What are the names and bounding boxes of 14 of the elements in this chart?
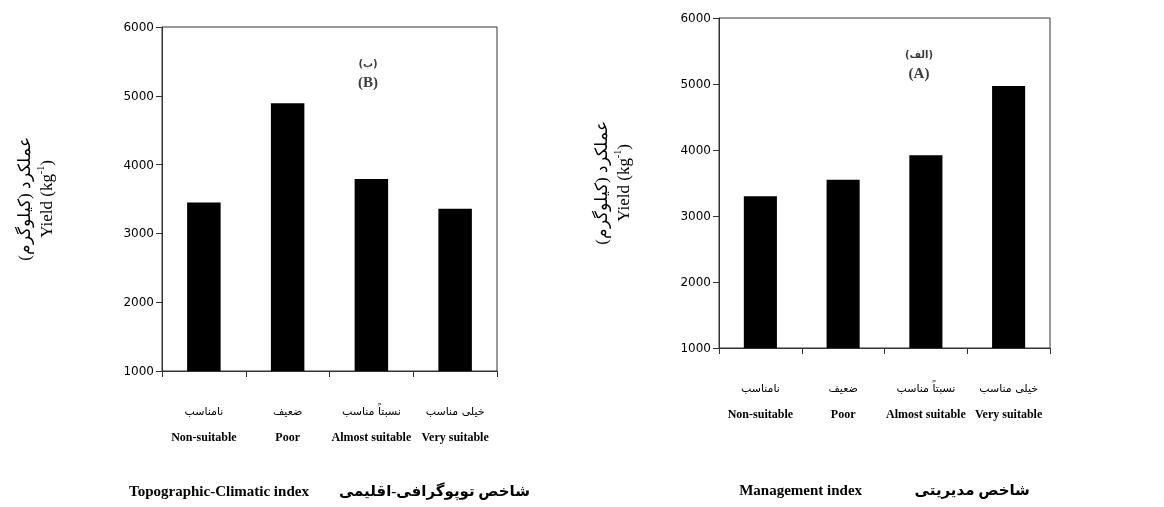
y-tick-label: 1000 [680,341,711,355]
y-tick-label: 2000 [680,275,711,289]
y-tick-label: 4000 [123,157,154,172]
y-tick-label: 1000 [123,364,154,378]
y-tick-label: 5000 [123,88,154,103]
y-tick-label: 3000 [123,226,154,241]
x-axis-title: Topographic-Climatic index شاخص توپوگرافی-اقلیمی [128,481,531,501]
y-tick-label: 2000 [123,295,154,310]
y-tick-label: 5000 [680,77,711,91]
y-tick-label: 3000 [680,209,711,223]
y-tick-label: 6000 [123,20,154,34]
y-tick-label: 6000 [680,11,711,25]
x-axis-title: Management index شاخص مدیریتی [739,481,1030,499]
y-tick-label: 4000 [680,143,711,157]
